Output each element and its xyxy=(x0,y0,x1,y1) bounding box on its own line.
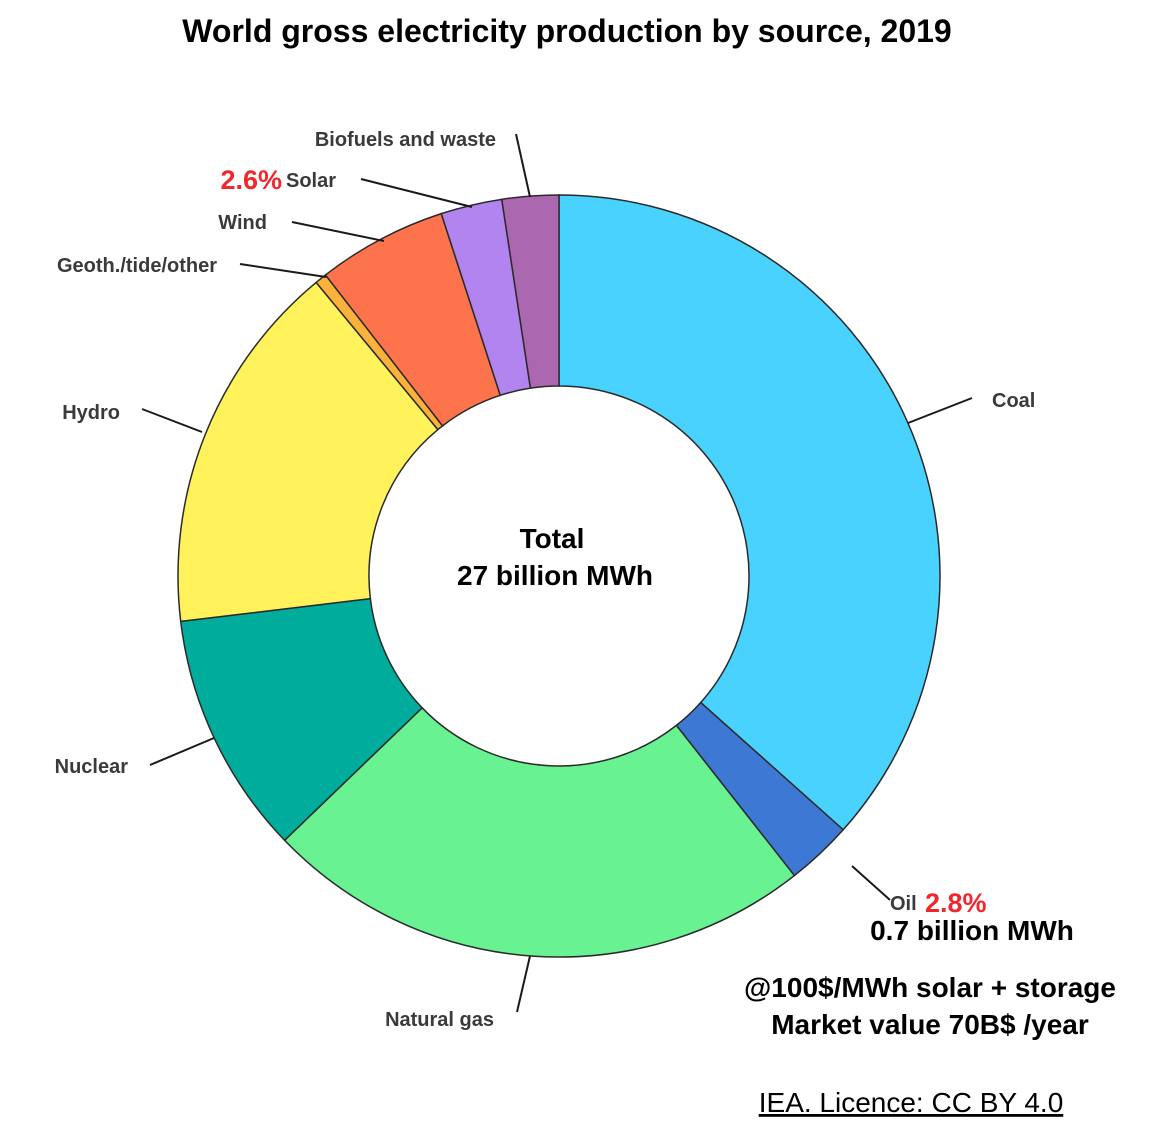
leader-oil xyxy=(851,865,891,901)
label-oil: Oil xyxy=(890,893,917,915)
label-wind: Wind xyxy=(218,212,267,234)
label-nuclear: Nuclear xyxy=(55,756,129,778)
leader-geothermal xyxy=(239,263,327,278)
label-biofuels: Biofuels and waste xyxy=(315,129,496,151)
label-geothermal: Geoth./tide/other xyxy=(57,255,217,277)
leader-hydro xyxy=(141,408,203,433)
oil-amount-annotation: 0.7 billion MWh xyxy=(870,915,1074,946)
chart-title: World gross electricity production by so… xyxy=(182,13,951,49)
slices-group xyxy=(177,194,941,958)
leader-wind xyxy=(291,221,385,242)
slice-biofuels-and-waste xyxy=(500,194,560,390)
slice-nuclear xyxy=(179,597,424,842)
leader-coal xyxy=(907,397,973,424)
leader-biofuels xyxy=(515,133,531,198)
slice-hydro xyxy=(177,281,439,623)
source-link[interactable]: IEA. Licence: CC BY 4.0 xyxy=(759,1087,1064,1118)
label-coal: Coal xyxy=(992,390,1035,412)
label-hydro: Hydro xyxy=(62,402,120,424)
slice-natural-gas xyxy=(283,706,796,958)
note-line-1: @100$/MWh solar + storage xyxy=(744,972,1116,1003)
leader-solar xyxy=(360,178,473,208)
leader-nuclear xyxy=(149,737,215,766)
label-solar: Solar xyxy=(286,170,336,192)
note-line-2: Market value 70B$ /year xyxy=(771,1009,1089,1040)
leader-natural-gas xyxy=(516,955,531,1013)
center-total-label: Total xyxy=(520,523,585,554)
solar-pct-annotation: 2.6% xyxy=(220,165,282,195)
oil-pct-annotation: 2.8% xyxy=(925,888,987,918)
center-total-value: 27 billion MWh xyxy=(457,560,653,591)
slice-coal xyxy=(558,194,941,831)
label-natural-gas: Natural gas xyxy=(385,1009,494,1031)
leader-lines xyxy=(141,133,973,1013)
